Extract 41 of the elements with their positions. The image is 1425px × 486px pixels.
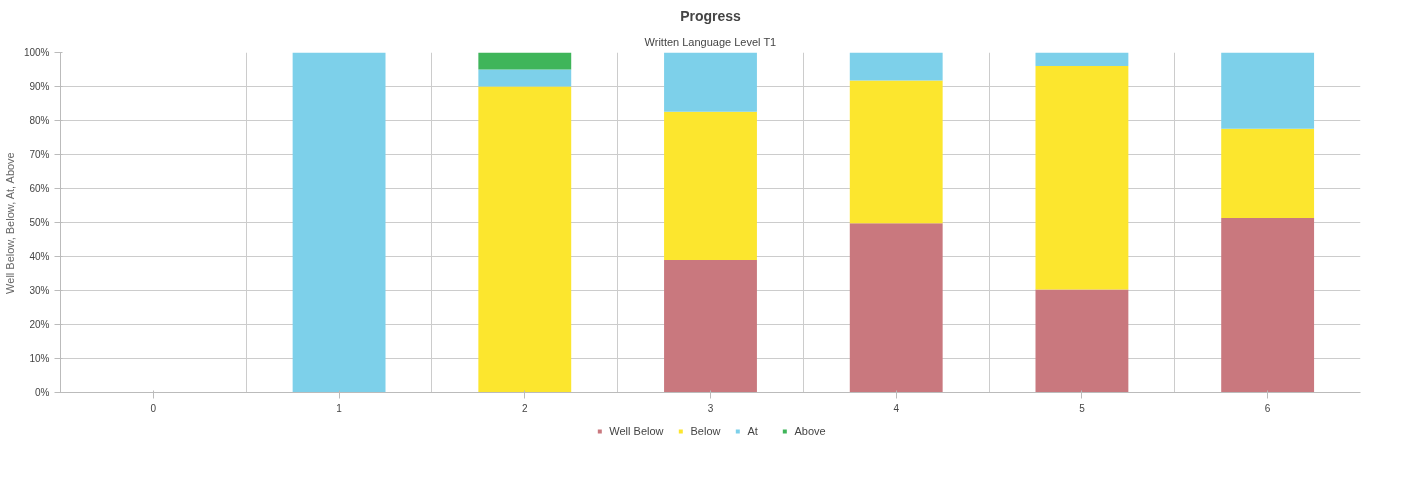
legend-label: Above xyxy=(794,425,826,437)
x-tick-label: 2 xyxy=(522,402,528,414)
bar xyxy=(1035,289,1129,393)
bar xyxy=(478,69,572,87)
y-tick-label: 70% xyxy=(29,149,50,160)
bar xyxy=(1035,66,1129,290)
y-tick-label: 60% xyxy=(29,183,50,194)
bar xyxy=(1221,52,1315,129)
y-tick-label: 50% xyxy=(29,217,50,228)
bar xyxy=(478,86,572,393)
y-tick-label: 80% xyxy=(29,115,50,126)
y-tick-label: 90% xyxy=(29,81,50,92)
x-tick-label: 0 xyxy=(150,402,157,414)
y-tick-label: 30% xyxy=(29,285,50,296)
y-axis-title: Well Below, Below, At, Above xyxy=(3,152,16,294)
legend-label: Below xyxy=(690,425,721,437)
y-tick-label: 100% xyxy=(23,47,50,58)
bar xyxy=(292,52,386,393)
bar xyxy=(849,52,943,81)
x-tick-label: 6 xyxy=(1264,402,1271,414)
bar xyxy=(664,52,757,112)
bar xyxy=(478,52,572,70)
y-tick-label: 20% xyxy=(29,319,50,330)
x-tick-label: 3 xyxy=(707,402,714,414)
legend-label: Well Below xyxy=(609,425,664,437)
y-tick-label: 40% xyxy=(29,251,50,262)
bar xyxy=(849,80,943,224)
bar xyxy=(849,223,943,393)
bar xyxy=(1221,218,1315,393)
chart-subtitle: Written Language Level T1 xyxy=(644,35,777,48)
y-tick-label: 10% xyxy=(29,353,50,364)
y-tick-label: 0% xyxy=(35,387,50,398)
bar xyxy=(664,259,757,393)
bar xyxy=(664,111,757,260)
legend-label: At xyxy=(747,425,759,437)
chart-title: Progress xyxy=(680,7,742,24)
x-tick-label: 1 xyxy=(336,402,343,414)
bar xyxy=(1035,52,1129,67)
x-tick-label: 4 xyxy=(893,402,900,414)
bar xyxy=(1221,128,1315,219)
x-tick-label: 5 xyxy=(1079,402,1086,414)
